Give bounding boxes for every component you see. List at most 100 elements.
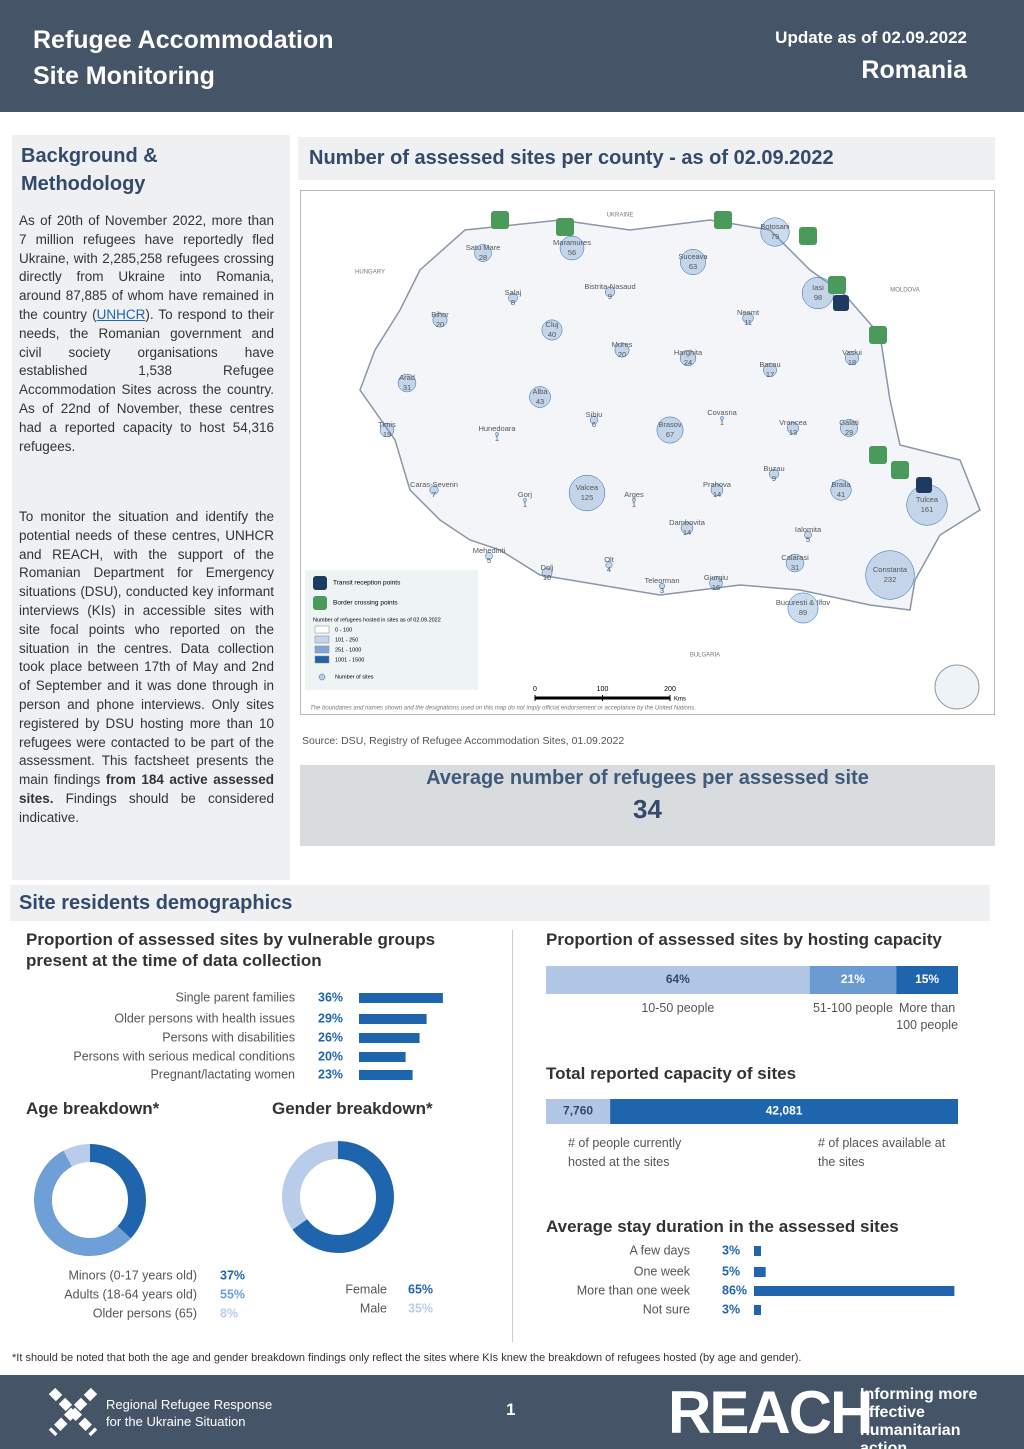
border-crossing-icon [714,211,732,229]
bar-segment [610,1099,958,1124]
site-bubble [720,416,724,420]
county-sites: 89 [799,608,807,617]
county-sites: 63 [689,262,697,271]
value-label: 23% [318,1067,343,1081]
site-bubble [529,386,551,408]
text: As of 20th of November 2022, more than 7… [19,213,274,322]
legend-label: Male [360,1301,387,1315]
bar-segment [809,966,897,994]
inset-map [934,664,980,710]
value-label: 5% [722,1264,740,1278]
site-bubble [379,422,395,438]
county-sites: 11 [744,318,752,327]
county-sites: 98 [814,293,822,302]
highlight-label: Average number of refugees per assessed … [426,767,869,789]
county-name: Giurgiu [704,573,728,582]
county-name: Arad [399,373,415,382]
legend-swatch [314,635,330,644]
county-sites: 6 [592,420,596,429]
value-label: 26% [318,1030,343,1044]
map: UKRAINE HUNGARY MOLDOVA BULGARIA Satu Mare28… [305,211,981,712]
county-name: Caras-Severin [410,480,458,489]
site-bubble [632,498,636,502]
update-date: Update as of 02.09.2022 [775,28,967,47]
county-sites: 18 [848,358,856,367]
background-panel [12,135,290,880]
county-sites: 31 [403,383,411,392]
county-sites: 24 [684,358,692,367]
tagline: Informing more effective humanitarian ac… [860,1386,978,1449]
category-label: 51-100 people [812,1001,893,1015]
county-sites: 9 [608,292,612,301]
partner-name: Regional Refugee Response for the Ukrain… [106,1397,273,1429]
bar [359,1052,406,1062]
site-bubble [787,592,819,624]
site-bubble [658,582,666,590]
category-label: Persons with disabilities [162,1030,295,1044]
county-sites: 14 [683,528,691,537]
site-bubble [656,416,684,444]
category-label: Pregnant/lactating women [150,1067,295,1081]
category-label: Not sure [643,1302,690,1316]
value-label: 20% [318,1049,343,1063]
bar [359,1033,420,1043]
county-name: Botosani [760,222,790,231]
site-bubble [709,576,723,590]
legend-text: Number of refugees hosted in sites as of… [313,617,441,623]
county-name: Alba [532,387,548,396]
site-bubble [432,312,448,328]
paragraph: As of 20th of November 2022, more than 7… [19,212,274,456]
chart-title: Average stay duration in the assessed si… [546,1217,899,1236]
county-name: Neamt [737,308,760,317]
county-sites: 232 [884,575,897,584]
county-sites: 9 [772,474,776,483]
bar [754,1267,766,1277]
county-sites: 29 [845,428,853,437]
legend-text: Border crossing points [333,600,398,607]
bar [754,1286,955,1296]
chart-title: Proportion of assessed sites by hosting … [546,930,942,949]
value-label: 86% [722,1283,747,1297]
map-frame [300,190,995,715]
legend-label: Adults (18-64 years old) [64,1287,197,1301]
site-bubble [474,244,492,262]
site-bubble [680,521,694,535]
site-bubble [589,415,599,425]
legend-text: 251 - 1000 [335,647,361,653]
country-label: HUNGARY [355,270,385,276]
transit-icon [916,477,932,493]
footnote: *It should be noted that both the age an… [12,1352,802,1364]
chart-title: Total reported capacity of sites [546,1064,797,1083]
value-label: 65% [408,1282,433,1296]
county-name: Bucuresti & Ilfov [776,598,830,607]
legend-bubble [318,673,326,681]
highlight-value: 34 [633,794,662,824]
legend-text: Number of sites [335,674,374,680]
donut-segment [282,1141,394,1253]
brand: REACH [668,1379,873,1446]
county-name: Olt [604,555,615,564]
county-sites: 8 [511,298,515,307]
country-label: UKRAINE [607,213,634,219]
text: Findings should be considered indicative… [19,790,274,825]
site-bubble [804,531,812,539]
border-crossing-icon [799,227,817,245]
county-name: Braila [831,480,851,489]
legend-swatch [314,645,330,654]
title-line: Site Monitoring [33,62,215,90]
header-title: Refugee Accommodation Site Monitoring [33,22,334,94]
link[interactable]: UNHCR [96,306,146,322]
chart-title: Gender breakdown* [272,1099,433,1118]
scale-label: 100 [597,686,609,693]
border-crossing-icon [869,446,887,464]
bar-segment [896,966,958,994]
county-sites: 3 [660,586,664,595]
category-label: More than one week [577,1283,691,1297]
county-name: Dolj [541,563,554,572]
value-label: 21% [841,972,865,986]
page-number: 1 [506,1400,516,1419]
border-crossing-icon [828,276,846,294]
bar [359,1070,413,1080]
county-sites: 31 [791,563,799,572]
